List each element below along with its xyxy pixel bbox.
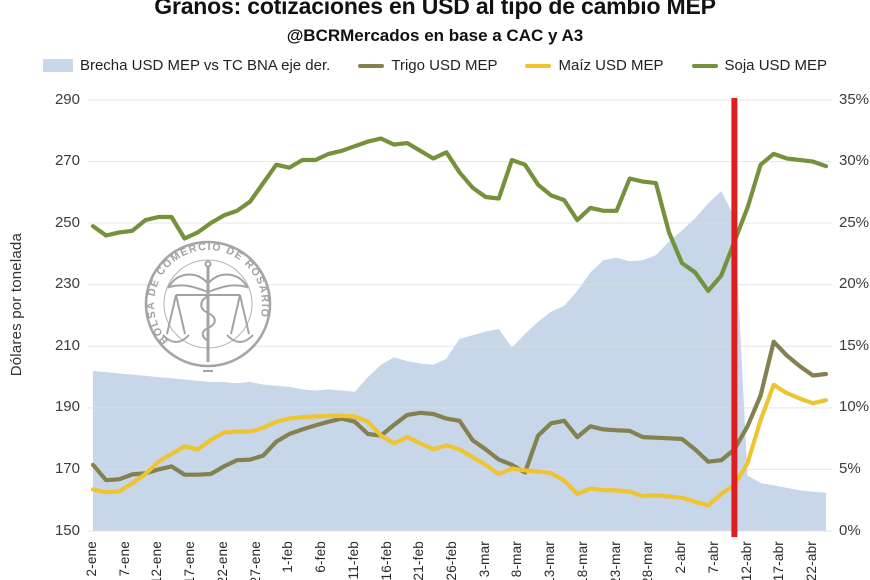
x-axis-tick: 18-mar — [574, 541, 590, 580]
line-series — [90, 136, 829, 508]
x-axis-tick: 28-mar — [640, 541, 656, 580]
right-axis-tick: 30% — [839, 152, 870, 170]
x-axis-tick: 27-ene — [247, 541, 263, 580]
legend-label: Maíz USD MEP — [558, 57, 664, 74]
x-axis-tick: 17-abr — [771, 541, 787, 580]
caduceus-and-scales-icon — [162, 260, 254, 372]
left-axis-tick: 210 — [54, 336, 80, 354]
left-axis-tick: 290 — [54, 90, 80, 108]
legend-area-swatch — [42, 59, 73, 72]
x-axis-tick: 7-ene — [116, 541, 132, 577]
right-axis-tick: 25% — [839, 213, 870, 231]
x-axis-tick: 22-abr — [803, 541, 819, 580]
left-axis-tick: 150 — [54, 521, 80, 539]
right-axis-tick: 5% — [839, 459, 861, 477]
legend-item: Trigo USD MEP — [358, 57, 497, 74]
x-axis-tick: 12-ene — [149, 541, 165, 580]
chart-title: Granos: cotizaciones en USD al tipo de c… — [154, 0, 716, 19]
x-axis-tick: 12-abr — [738, 541, 754, 580]
bcr-rosario-logo-watermark: BOLSA DE COMERCIO DE ROSARIO — [144, 240, 272, 372]
right-axis-tick: 35% — [839, 90, 870, 108]
x-axis-tick: 13-mar — [542, 541, 558, 580]
left-axis-tick: 250 — [54, 213, 80, 231]
x-axis-tick: 6-feb — [313, 541, 329, 573]
brecha-area-path — [93, 191, 826, 531]
x-axis-tick: 2-abr — [673, 541, 689, 574]
x-axis-tick: 11-feb — [345, 541, 361, 580]
legend-label: Trigo USD MEP — [391, 57, 498, 74]
legend-line-swatch — [358, 63, 385, 68]
plot-area: BOLSA DE COMERCIO DE ROSARIO — [88, 98, 832, 537]
left-axis-tick: 190 — [54, 398, 80, 416]
left-axis-tick: 270 — [54, 152, 80, 170]
legend-item: Brecha USD MEP vs TC BNA eje der. — [42, 57, 331, 74]
left-axis-title: Dólares por tonelada — [8, 233, 25, 377]
legend-line-swatch — [525, 63, 552, 68]
left-axis-tick: 230 — [54, 275, 80, 293]
legend-label: Brecha USD MEP vs TC BNA eje der. — [79, 57, 331, 74]
x-axis-tick: 21-feb — [411, 541, 427, 580]
right-axis-tick: 0% — [839, 521, 861, 539]
chart-legend: Brecha USD MEP vs TC BNA eje der. Trigo U… — [0, 57, 870, 74]
series-line-soja — [90, 136, 829, 293]
right-axis-tick: 20% — [839, 275, 870, 293]
chart-subtitle: @BCRMercados en base a CAC y A3 — [286, 26, 584, 45]
series-line-maíz — [90, 382, 829, 508]
legend-label: Soja USD MEP — [724, 57, 828, 74]
x-axis-tick: 22-ene — [214, 541, 230, 580]
x-axis-tick: 16-feb — [378, 541, 394, 580]
legend-item: Maíz USD MEP — [525, 57, 664, 74]
x-axis-tick: 26-feb — [443, 541, 459, 580]
x-axis-tick: 17-ene — [182, 541, 198, 580]
brecha-area-series — [93, 191, 826, 531]
x-axis-tick: 23-mar — [607, 541, 623, 580]
x-axis-tick: 3-mar — [476, 541, 492, 578]
legend-line-swatch — [691, 63, 718, 68]
series-line-trigo — [90, 339, 829, 483]
right-axis-tick: 10% — [839, 398, 870, 416]
left-axis-tick: 170 — [54, 459, 80, 477]
right-axis-tick: 15% — [839, 336, 870, 354]
x-axis-tick: 1-feb — [280, 541, 296, 573]
x-axis-tick: 2-ene — [84, 541, 99, 577]
x-axis-tick: 7-abr — [705, 541, 721, 574]
x-axis-tick: 8-mar — [509, 541, 525, 578]
legend-item: Soja USD MEP — [691, 57, 828, 74]
